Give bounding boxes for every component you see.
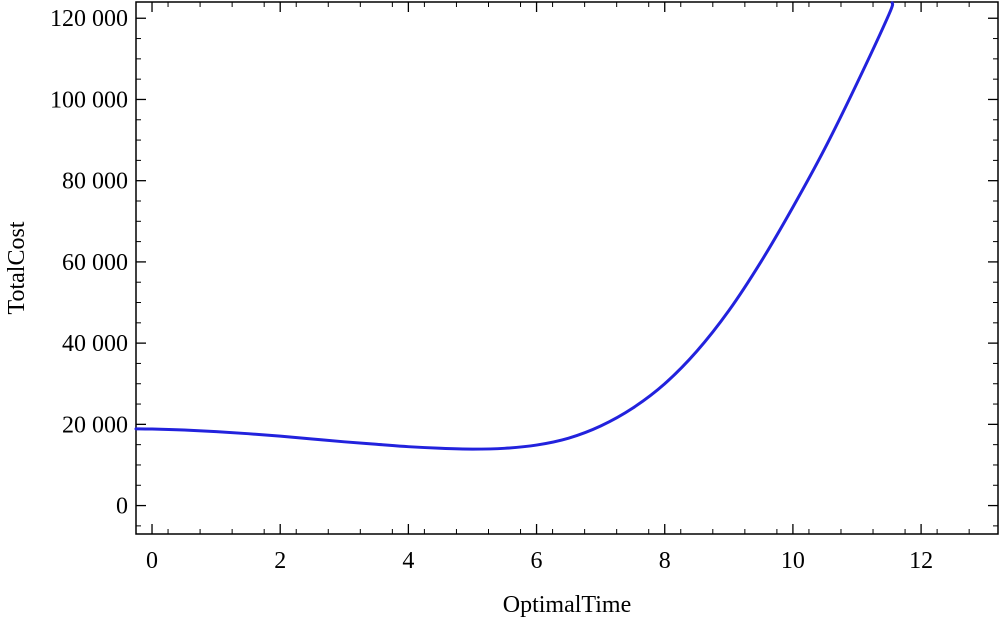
y-tick-label: 0 — [116, 494, 128, 520]
x-tick-label: 10 — [781, 548, 805, 574]
axis-tick-labels: 0 2 4 6 8 10 12 0 20 000 40 000 60 000 80 000 100 00… — [50, 6, 933, 574]
series-line — [134, 1, 895, 451]
x-tick-label: 12 — [909, 548, 933, 574]
y-tick-label: 40 000 — [62, 331, 128, 357]
y-tick-label: 120 000 — [50, 6, 128, 32]
x-tick-label: 4 — [402, 548, 414, 574]
y-tick-label: 20 000 — [62, 412, 128, 438]
y-tick-label: 60 000 — [62, 250, 128, 276]
y-tick-label: 100 000 — [50, 87, 128, 113]
y-tick-label: 80 000 — [62, 169, 128, 195]
plot-frame — [135, 1, 999, 535]
y-axis-label: TotalCost — [4, 221, 30, 314]
x-tick-label: 8 — [659, 548, 671, 574]
axis-ticks — [136, 2, 998, 534]
x-tick-label: 2 — [274, 548, 286, 574]
x-axis-label: OptimalTime — [503, 592, 631, 618]
x-tick-label: 6 — [531, 548, 543, 574]
series-group — [134, 1, 895, 451]
x-tick-label: 0 — [146, 548, 158, 574]
